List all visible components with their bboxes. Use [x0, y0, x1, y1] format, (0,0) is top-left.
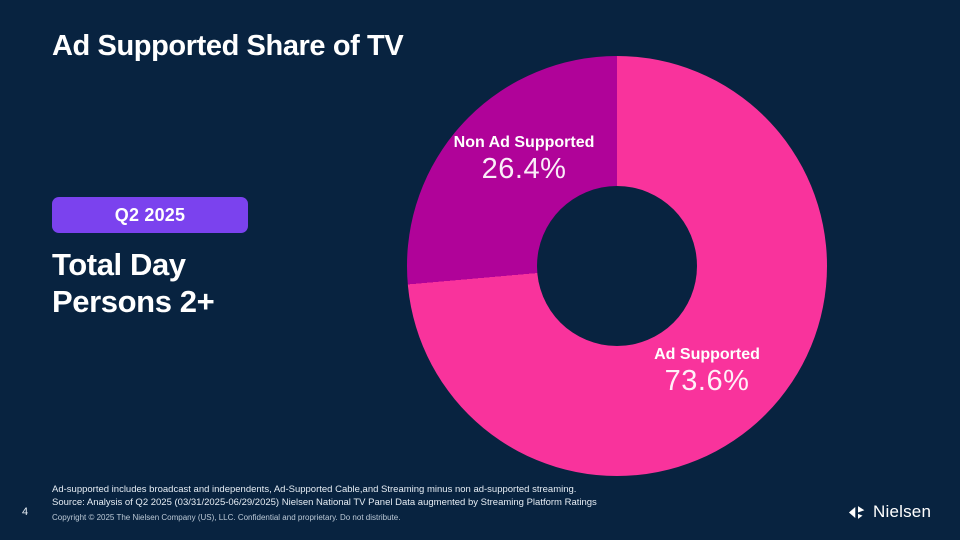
slice-percent: 73.6% — [664, 365, 750, 397]
donut-chart: Non Ad Supported 26.4% Ad Supported 73.6… — [407, 56, 827, 476]
footnotes: Ad-supported includes broadcast and inde… — [52, 484, 597, 522]
page-title: Ad Supported Share of TV — [52, 30, 404, 62]
slice-name: Non Ad Supported — [453, 134, 595, 151]
nielsen-logo: Nielsen — [848, 502, 931, 522]
footnote-source: Source: Analysis of Q2 2025 (03/31/2025-… — [52, 496, 597, 508]
slide-subtitle: Total Day Persons 2+ — [52, 246, 215, 320]
donut-hole — [537, 186, 697, 346]
subtitle-line-1: Total Day — [52, 247, 186, 282]
nielsen-logo-text: Nielsen — [873, 502, 932, 521]
quarter-badge: Q2 2025 — [52, 197, 248, 233]
slice-label-non-ad-supported: Non Ad Supported 26.4% — [454, 134, 595, 186]
page-number: 4 — [22, 506, 29, 518]
nielsen-logo-icon — [848, 505, 868, 520]
slice-label-ad-supported: Ad Supported 73.6% — [654, 346, 760, 398]
footnote-definition: Ad-supported includes broadcast and inde… — [52, 484, 577, 495]
copyright-text: Copyright © 2025 The Nielsen Company (US… — [52, 513, 401, 522]
slice-name: Ad Supported — [654, 346, 760, 363]
slice-percent: 26.4% — [481, 153, 567, 185]
subtitle-line-2: Persons 2+ — [52, 284, 215, 319]
